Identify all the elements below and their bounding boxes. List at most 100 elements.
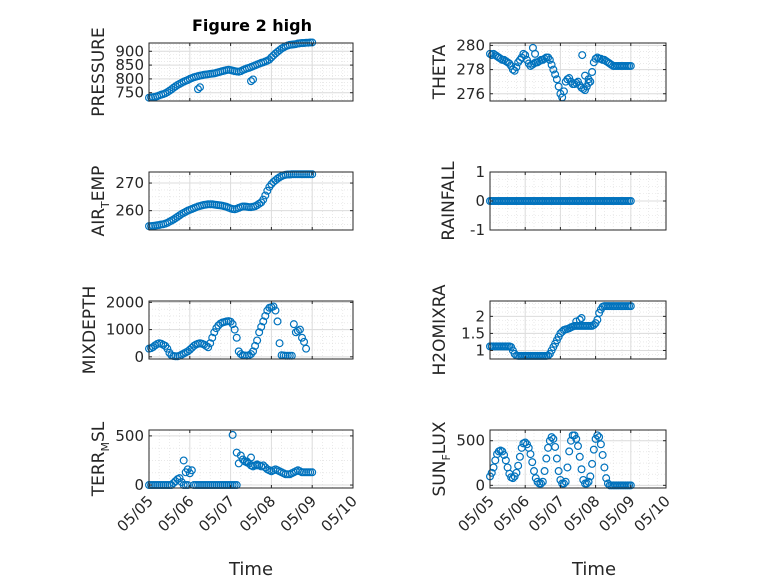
data-series: [145, 302, 311, 361]
data-series: [486, 197, 635, 206]
y-tick-label: 0: [475, 192, 485, 210]
data-point: [584, 477, 593, 486]
data-series: [486, 431, 635, 490]
data-point: [577, 465, 586, 474]
data-point: [540, 467, 549, 476]
data-point: [578, 51, 587, 60]
data-point: [298, 333, 307, 342]
y-axis-label: H2OMIXRA: [430, 284, 450, 375]
axes-box: [489, 42, 667, 102]
data-point: [554, 467, 563, 476]
data-point: [179, 456, 188, 465]
data-point: [565, 447, 574, 456]
y-tick-label: 750: [115, 84, 144, 102]
data-point: [253, 461, 262, 470]
data-point: [308, 468, 317, 477]
data-point: [232, 448, 241, 457]
data-point: [261, 191, 270, 200]
data-point: [512, 468, 521, 477]
data-point: [549, 65, 558, 74]
data-point: [586, 77, 595, 86]
data-point: [544, 53, 553, 62]
data-point: [196, 83, 205, 92]
data-point: [271, 306, 280, 315]
data-point: [505, 59, 514, 68]
data-point: [289, 320, 298, 329]
data-point: [226, 317, 235, 326]
y-axis-label: THETA: [430, 44, 450, 100]
y-axis-label: MIXDEPTH: [80, 286, 100, 375]
y-tick-label: 270: [115, 174, 144, 192]
data-point: [596, 440, 605, 449]
data-point: [232, 333, 241, 342]
data-point: [487, 468, 496, 477]
data-point: [528, 458, 537, 467]
y-tick-label: 500: [115, 427, 144, 445]
data-point: [204, 343, 213, 352]
data-point: [175, 474, 184, 483]
data-point: [202, 341, 211, 350]
data-point: [540, 54, 549, 63]
data-point: [559, 87, 568, 96]
data-point: [551, 70, 560, 79]
x-axis-label-right: Time: [571, 559, 616, 580]
data-point: [171, 82, 180, 91]
y-tick-label: 850: [115, 56, 144, 74]
data-point: [626, 61, 635, 70]
data-point: [249, 347, 258, 356]
y-tick-label: -1: [470, 221, 485, 239]
data-point: [247, 77, 256, 86]
y-tick-label: 500: [456, 432, 485, 450]
data-point: [566, 436, 575, 445]
y-tick-label: 276: [456, 85, 485, 103]
y-tick-label: 800: [115, 70, 144, 88]
data-point: [253, 336, 262, 345]
data-point: [531, 49, 540, 58]
data-point: [545, 55, 554, 64]
subplot-rainfall: -1 0 1 RAINFALL: [439, 161, 667, 241]
y-axis-label: SUNFLUX: [430, 421, 453, 496]
data-point: [302, 344, 311, 353]
data-point: [582, 479, 591, 488]
data-point: [626, 197, 635, 206]
data-point: [249, 75, 258, 84]
y-axis-label: RAINFALL: [439, 161, 459, 241]
data-point: [559, 479, 568, 488]
y-tick-label: 278: [456, 61, 485, 79]
data-point: [529, 467, 538, 476]
y-tick-label: 280: [456, 36, 485, 54]
data-point: [255, 328, 264, 337]
axes-box: [489, 429, 667, 489]
data-point: [512, 63, 521, 72]
data-point: [602, 474, 611, 483]
data-point: [521, 51, 530, 60]
y-tick-label: 0: [134, 348, 144, 366]
data-series: [145, 170, 317, 231]
data-point: [595, 433, 604, 442]
data-point: [228, 430, 237, 439]
data-point: [163, 344, 172, 353]
data-point: [247, 453, 256, 462]
y-tick-label: 260: [115, 202, 144, 220]
data-point: [577, 314, 586, 323]
subplot-theta: 276 278 280 THETA: [430, 36, 667, 103]
data-point: [293, 326, 302, 335]
data-point: [259, 317, 268, 326]
data-point: [600, 463, 609, 472]
data-point: [626, 481, 635, 490]
data-point: [259, 195, 268, 204]
axes-box: [148, 429, 354, 489]
data-point: [193, 85, 202, 94]
data-point: [255, 199, 264, 208]
data-point: [572, 434, 581, 443]
data-series: [145, 38, 317, 102]
data-point: [551, 442, 560, 451]
data-point: [308, 170, 317, 179]
y-axis-label: AIRTEMP: [89, 166, 112, 237]
axes-background: [149, 172, 353, 230]
data-point: [501, 456, 510, 465]
data-point: [257, 322, 266, 331]
